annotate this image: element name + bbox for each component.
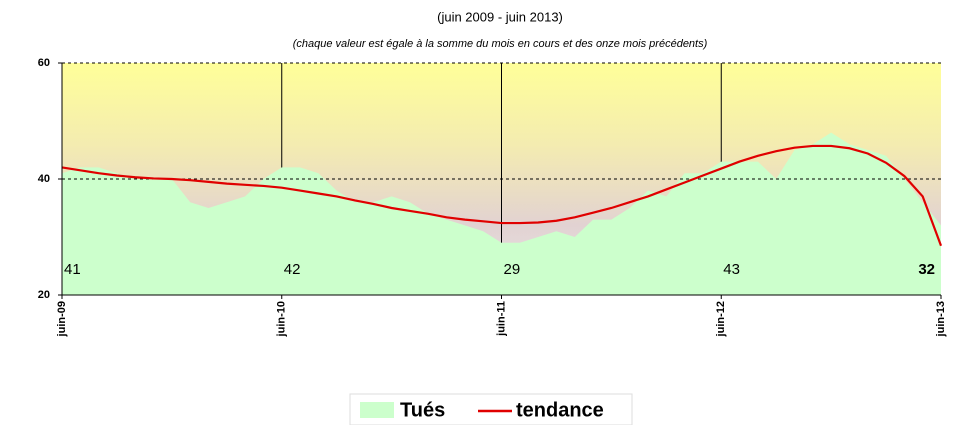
data-label: 29 <box>504 261 521 278</box>
plot: 20 40 60 juin-09 juin-10 juin-11 juin-12 juin-1… <box>38 57 947 338</box>
y-tick-label: 60 <box>38 57 50 69</box>
data-label: 32 <box>918 261 935 278</box>
legend-swatch <box>360 402 394 418</box>
x-tick-label: juin-09 <box>56 301 68 337</box>
chart-subtitle: (chaque valeur est égale à la somme du m… <box>293 38 708 50</box>
x-tick-label: juin-10 <box>276 301 288 337</box>
y-tick-label: 20 <box>38 289 50 301</box>
data-label: 43 <box>723 261 740 278</box>
x-tick-label: juin-12 <box>715 301 727 337</box>
y-tick-label: 40 <box>38 173 50 185</box>
area <box>62 132 941 295</box>
data-label: 42 <box>284 261 301 278</box>
chart-title: (juin 2009 - juin 2013) <box>437 9 563 24</box>
x-tick-label: juin-11 <box>495 301 507 337</box>
legend-label: tendance <box>516 399 604 421</box>
x-tick-label: juin-13 <box>935 301 947 337</box>
legend-box <box>349 393 633 426</box>
legend-label: Tués <box>400 399 445 421</box>
data-label: 41 <box>64 261 81 278</box>
trend-line <box>61 144 943 247</box>
